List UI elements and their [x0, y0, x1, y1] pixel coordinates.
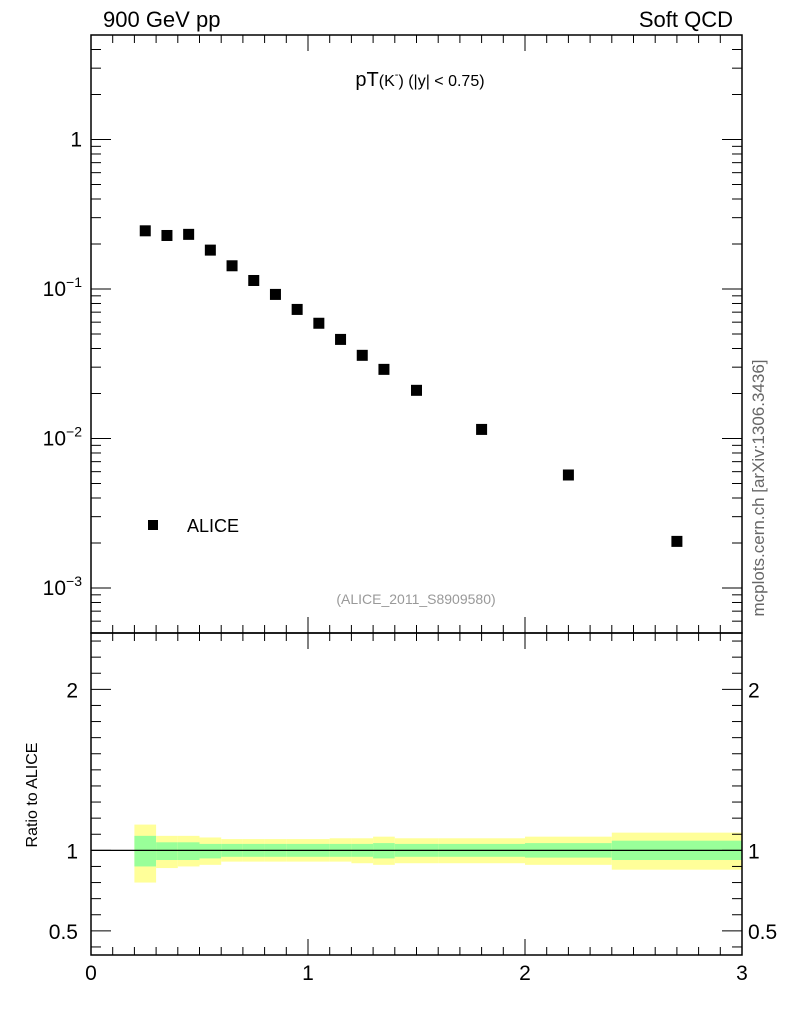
- ratio-y-tick-label-right: 1: [748, 840, 760, 863]
- y-tick-label: 1: [70, 128, 82, 151]
- data-point: [204, 244, 216, 256]
- data-point: [248, 274, 260, 286]
- data-point: [476, 423, 488, 435]
- title-cut: (|y| < 0.75): [404, 73, 485, 90]
- ratio-axis-ticks: 0.5 0.5 1 1 2 2: [49, 633, 777, 955]
- ratio-y-tick-label: 2: [66, 679, 78, 702]
- header-left: 900 GeV pp: [103, 7, 220, 32]
- x-axis-labels: 0 1 2 3: [85, 962, 748, 985]
- source-label: (ALICE_2011_S8909580): [336, 591, 495, 607]
- title-main: pT: [355, 69, 378, 91]
- ratio-inner-band: [177, 842, 200, 861]
- data-point: [226, 260, 238, 272]
- ratio-bands: [134, 824, 742, 883]
- main-data-points: [139, 225, 683, 547]
- ratio-plot-frame: [90, 632, 743, 956]
- data-point: [269, 288, 281, 300]
- x-tick-label: 1: [302, 962, 314, 985]
- x-tick-label: 0: [85, 962, 97, 985]
- data-point: [313, 317, 325, 329]
- ratio-y-tick-label-right: 0.5: [748, 921, 777, 944]
- x-tick-label: 2: [519, 962, 531, 985]
- ratio-y-tick-label: 0.5: [49, 921, 78, 944]
- data-point: [335, 333, 347, 345]
- legend-label: ALICE: [187, 516, 239, 536]
- data-point: [411, 384, 422, 396]
- ratio-panel: 0.5 0.5 1 1 2 2 Ratio to ALICE: [24, 632, 777, 956]
- data-point: [291, 303, 303, 315]
- data-point: [562, 469, 574, 481]
- ratio-y-tick-label-right: 2: [748, 679, 760, 702]
- data-point: [378, 363, 390, 375]
- ratio-ylabel: Ratio to ALICE: [24, 743, 41, 848]
- data-point: [671, 535, 683, 547]
- title-sup: -: [395, 69, 399, 81]
- y-tick-label: 10−3: [43, 573, 83, 600]
- data-point: [356, 349, 368, 361]
- ratio-inner-band: [199, 843, 222, 859]
- header-right: Soft QCD: [639, 7, 733, 32]
- y-tick-label: 10−1: [43, 274, 83, 301]
- ratio-inner-band: [156, 842, 178, 861]
- ratio-y-tick-label: 1: [66, 840, 78, 863]
- title-paren: (K: [379, 73, 395, 90]
- main-plot-frame: [90, 34, 743, 634]
- title-close: ): [398, 73, 403, 90]
- main-panel: 1 10−1 10−2 10−3 pT(K-) (|y| < 0.75) (ALICE…: [43, 34, 743, 634]
- main-axis-ticks: 1 10−1 10−2 10−3: [43, 34, 743, 634]
- data-point: [183, 228, 195, 240]
- data-point: [139, 225, 151, 237]
- y-tick-label: 10−2: [43, 423, 83, 450]
- data-point: [161, 229, 173, 241]
- legend-marker: [148, 520, 158, 530]
- ratio-inner-band: [134, 835, 157, 867]
- side-label: mcplots.cern.ch [arXiv:1306.3436]: [749, 359, 768, 616]
- plot-title: pT(K-) (|y| < 0.75): [355, 69, 484, 91]
- x-tick-label: 3: [736, 962, 748, 985]
